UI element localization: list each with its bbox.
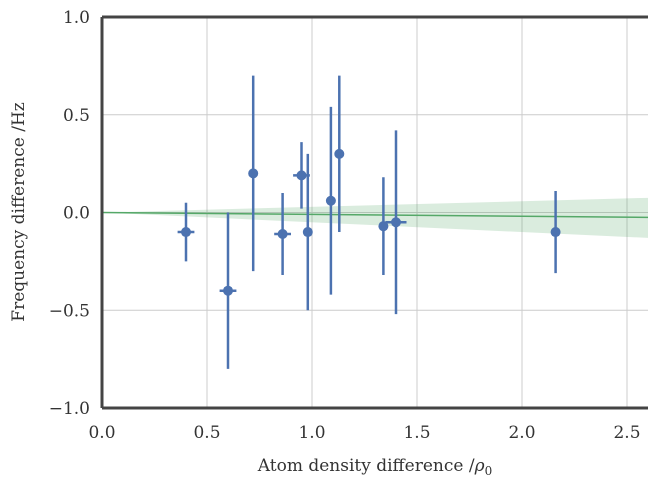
grid (102, 17, 648, 408)
data-point (248, 75, 259, 272)
data-marker (550, 227, 561, 238)
y-tick-labels: −1.0 −0.5 0.0 0.5 1.0 (49, 8, 90, 419)
data-point (378, 177, 389, 276)
data-point (302, 153, 313, 311)
x-tick-label: 2.5 (613, 423, 640, 443)
confidence-band-layer (102, 197, 648, 238)
fit-line-layer (102, 211, 648, 219)
y-tick-label: 0.0 (63, 204, 90, 224)
data-point (385, 130, 407, 315)
x-axis-label-symbol: ρ (474, 456, 485, 476)
y-tick-label: −0.5 (49, 301, 90, 321)
x-tick-labels: 0.0 0.5 1.0 1.5 2.0 2.5 (88, 423, 640, 443)
x-tick-label: 2.0 (508, 423, 535, 443)
data-point (219, 212, 237, 369)
y-tick-label: −1.0 (49, 399, 90, 419)
data-point (334, 75, 345, 233)
x-tick-label: 1.5 (403, 423, 430, 443)
data-marker (248, 168, 259, 179)
data-marker (296, 170, 307, 181)
y-axis-label: Frequency difference /Hz (9, 102, 29, 321)
x-axis-label-subscript: 0 (485, 464, 493, 478)
x-axis-label-text: Atom density difference / (257, 456, 475, 476)
data-marker (391, 217, 401, 228)
y-tick-label: 1.0 (63, 8, 90, 28)
y-tick-label: 0.5 (63, 106, 90, 126)
data-marker (302, 227, 313, 238)
data-point (177, 202, 195, 262)
data-marker (223, 285, 233, 296)
data-marker (181, 227, 191, 238)
x-tick-label: 0.0 (88, 423, 115, 443)
data-marker (277, 229, 288, 240)
x-tick-label: 0.5 (193, 423, 220, 443)
fit-line (102, 211, 648, 219)
data-point (274, 192, 291, 276)
x-tick-label: 1.0 (298, 423, 325, 443)
data-marker (325, 195, 336, 206)
data-points-layer (177, 75, 561, 369)
data-marker (378, 221, 389, 232)
confidence-band (102, 197, 648, 238)
data-marker (334, 148, 345, 159)
x-axis-label: Atom density difference /ρ0 (257, 456, 492, 478)
axes-frame (100, 15, 648, 410)
data-point (550, 190, 561, 274)
data-point (325, 106, 336, 295)
